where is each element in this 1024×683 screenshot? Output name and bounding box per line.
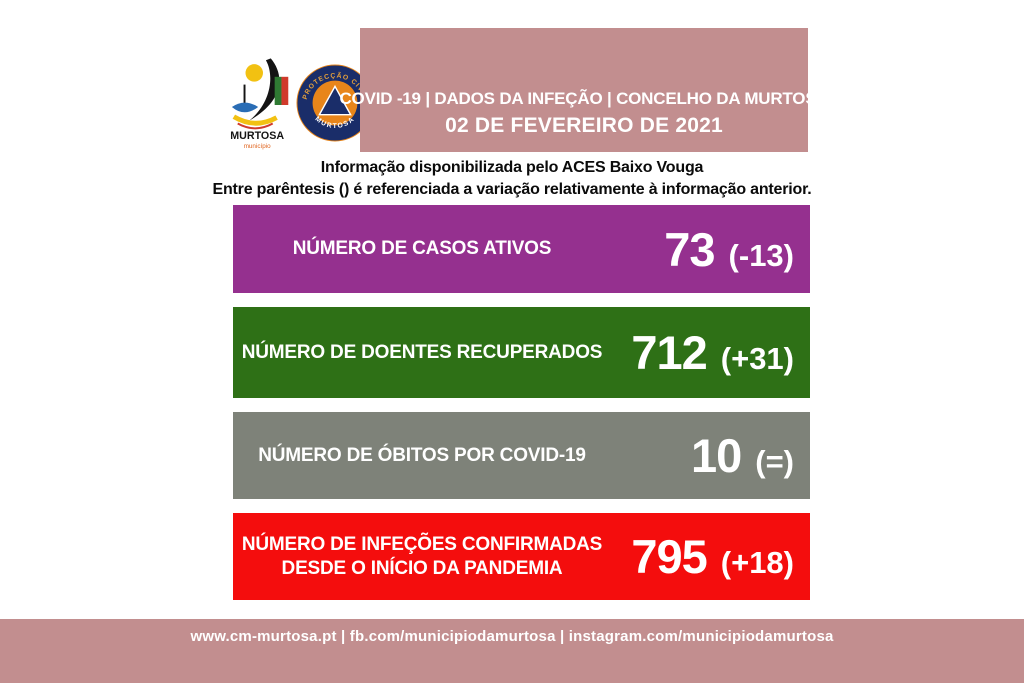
- stat-bar-confirmed-total: NÚMERO DE INFEÇÕES CONFIRMADAS DESDE O I…: [233, 513, 810, 600]
- stat-bar-deaths: NÚMERO DE ÓBITOS POR COVID-19 10 (=): [233, 412, 810, 499]
- footer-bar: www.cm-murtosa.pt | fb.com/municipiodamu…: [0, 619, 1024, 683]
- stat-delta: (=): [755, 444, 794, 479]
- stat-label-line1: NÚMERO DE INFEÇÕES CONFIRMADAS: [241, 533, 603, 555]
- stat-bar-recovered: NÚMERO DE DOENTES RECUPERADOS 712 (+31): [233, 307, 810, 398]
- stat-values: 10 (=): [605, 428, 810, 483]
- stat-label: NÚMERO DE DOENTES RECUPERADOS: [241, 341, 603, 363]
- stat-delta: (+31): [720, 341, 794, 376]
- murtosa-logo-name: MURTOSA: [230, 130, 284, 142]
- stat-value: 10: [690, 429, 742, 482]
- stat-label: NÚMERO DE ÓBITOS POR COVID-19: [258, 444, 586, 466]
- header-date: 02 DE FEVEREIRO DE 2021: [445, 114, 723, 137]
- stat-value: 73: [664, 222, 715, 276]
- stat-label: NÚMERO DE INFEÇÕES CONFIRMADAS DESDE O I…: [233, 533, 605, 581]
- header-title: COVID -19 | DADOS DA INFEÇÃO | CONCELHO …: [339, 89, 829, 108]
- stat-label-line2: DESDE O INÍCIO DA PANDEMIA: [281, 557, 563, 579]
- stat-delta: (-13): [728, 237, 794, 273]
- murtosa-municipality-logo: MURTOSA município: [230, 58, 289, 150]
- intro-line1: Informação disponibilizada pelo ACES Bai…: [320, 159, 704, 176]
- stat-delta: (+18): [720, 545, 794, 580]
- stat-value: 795: [631, 530, 707, 583]
- stat-bar-active-cases: NÚMERO DE CASOS ATIVOS 73 (-13): [233, 205, 810, 293]
- stat-values: 73 (-13): [605, 222, 810, 277]
- footer-links-text: www.cm-murtosa.pt | fb.com/municipiodamu…: [190, 628, 834, 645]
- stat-label: NÚMERO DE CASOS ATIVOS: [292, 238, 552, 259]
- header-banner: COVID -19 | DADOS DA INFEÇÃO | CONCELHO …: [339, 28, 829, 152]
- murtosa-logo-subtitle: município: [244, 143, 271, 150]
- intro-line2: Entre parêntesis () é referenciada a var…: [212, 181, 812, 198]
- intro-text: Informação disponibilizada pelo ACES Bai…: [0, 157, 1024, 201]
- stat-values: 795 (+18): [605, 529, 810, 584]
- stat-values: 712 (+31): [605, 325, 810, 380]
- stat-value: 712: [631, 326, 707, 379]
- proteccao-civil-logo: PROTECÇÃO CIVIL MURTOSA: [296, 64, 374, 142]
